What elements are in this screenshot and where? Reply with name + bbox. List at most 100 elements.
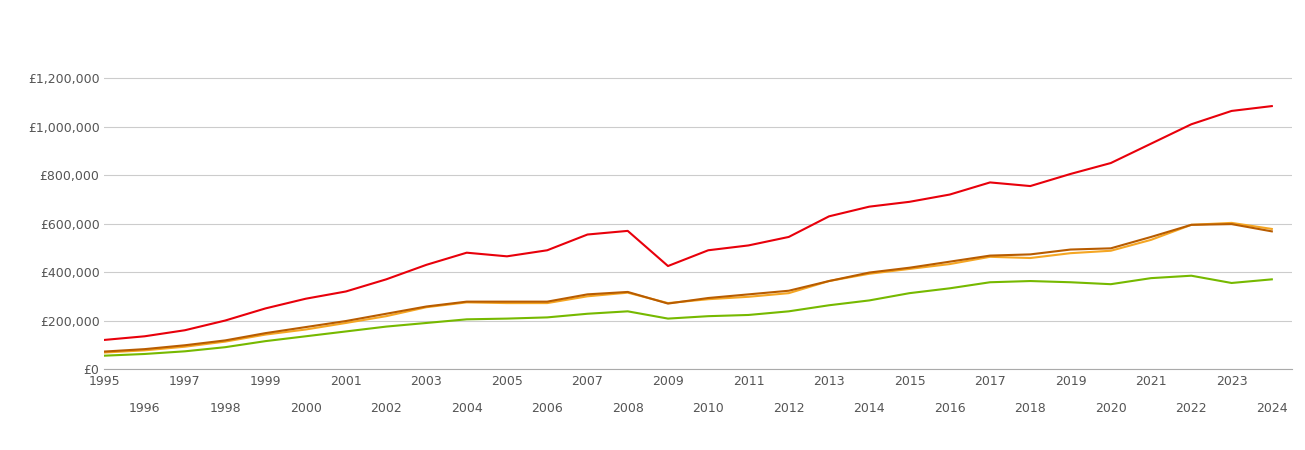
Flat (1143, 275, 1159, 281)
Detached (1022, 183, 1037, 189)
Semi-Detached (902, 266, 917, 272)
Semi-Detached (338, 320, 354, 326)
Detached (902, 199, 917, 204)
Semi-Detached (298, 327, 313, 332)
Semi-Detached (861, 271, 877, 276)
Flat (780, 309, 796, 314)
Detached (419, 262, 435, 267)
Semi-Detached (1103, 248, 1118, 253)
Terraced (257, 330, 273, 336)
Detached (701, 248, 716, 253)
Semi-Detached (983, 254, 998, 260)
Detached (499, 254, 514, 259)
Semi-Detached (499, 301, 514, 306)
Detached (177, 328, 193, 333)
Detached (821, 214, 837, 219)
Terraced (539, 299, 555, 304)
Detached (1143, 141, 1159, 146)
Flat (177, 349, 193, 354)
Semi-Detached (218, 339, 234, 344)
Text: 2022: 2022 (1176, 402, 1207, 415)
Semi-Detached (1184, 222, 1199, 228)
Semi-Detached (378, 314, 394, 319)
Text: 2006: 2006 (531, 402, 562, 415)
Flat (218, 345, 234, 350)
Detached (579, 232, 595, 237)
Flat (902, 290, 917, 296)
Text: 1996: 1996 (129, 402, 161, 415)
Semi-Detached (1022, 255, 1037, 261)
Semi-Detached (1143, 237, 1159, 243)
Terraced (983, 253, 998, 258)
Terraced (378, 311, 394, 316)
Flat (861, 298, 877, 303)
Semi-Detached (741, 294, 757, 300)
Detached (378, 277, 394, 282)
Flat (459, 317, 475, 322)
Terraced (821, 279, 837, 284)
Flat (620, 309, 636, 314)
Detached (942, 192, 958, 197)
Semi-Detached (821, 279, 837, 284)
Line: Detached: Detached (104, 106, 1272, 340)
Flat (1103, 282, 1118, 287)
Flat (419, 320, 435, 326)
Text: 1998: 1998 (209, 402, 241, 415)
Semi-Detached (137, 348, 153, 353)
Semi-Detached (419, 305, 435, 310)
Text: 2018: 2018 (1014, 402, 1047, 415)
Semi-Detached (660, 301, 676, 306)
Detached (741, 243, 757, 248)
Line: Semi-Detached: Semi-Detached (104, 223, 1272, 352)
Flat (942, 286, 958, 291)
Text: 2004: 2004 (450, 402, 483, 415)
Semi-Detached (1265, 226, 1280, 232)
Flat (1224, 280, 1240, 286)
Detached (1265, 104, 1280, 109)
Detached (298, 296, 313, 302)
Semi-Detached (177, 344, 193, 349)
Detached (97, 337, 112, 342)
Terraced (620, 289, 636, 295)
Text: 2016: 2016 (934, 402, 966, 415)
Semi-Detached (620, 290, 636, 295)
Text: 2024: 2024 (1255, 402, 1288, 415)
Terraced (97, 349, 112, 354)
Semi-Detached (942, 261, 958, 267)
Semi-Detached (1224, 220, 1240, 225)
Flat (499, 316, 514, 321)
Flat (701, 314, 716, 319)
Flat (1022, 279, 1037, 284)
Detached (660, 263, 676, 269)
Detached (983, 180, 998, 185)
Terraced (1062, 247, 1078, 252)
Terraced (298, 324, 313, 330)
Terraced (579, 292, 595, 297)
Flat (1184, 273, 1199, 279)
Semi-Detached (97, 350, 112, 355)
Terraced (1022, 252, 1037, 257)
Terraced (137, 346, 153, 352)
Terraced (942, 259, 958, 264)
Text: 2020: 2020 (1095, 402, 1126, 415)
Terraced (218, 338, 234, 343)
Terraced (1103, 246, 1118, 251)
Flat (660, 316, 676, 321)
Flat (1062, 279, 1078, 285)
Detached (620, 228, 636, 234)
Detached (1062, 171, 1078, 177)
Text: 2014: 2014 (853, 402, 885, 415)
Detached (338, 289, 354, 294)
Terraced (177, 342, 193, 348)
Terraced (660, 301, 676, 306)
Text: 2000: 2000 (290, 402, 321, 415)
Terraced (1143, 234, 1159, 240)
Semi-Detached (780, 290, 796, 296)
Semi-Detached (1062, 251, 1078, 256)
Detached (1103, 160, 1118, 166)
Detached (137, 333, 153, 339)
Flat (821, 302, 837, 308)
Detached (861, 204, 877, 209)
Flat (378, 324, 394, 329)
Terraced (338, 318, 354, 324)
